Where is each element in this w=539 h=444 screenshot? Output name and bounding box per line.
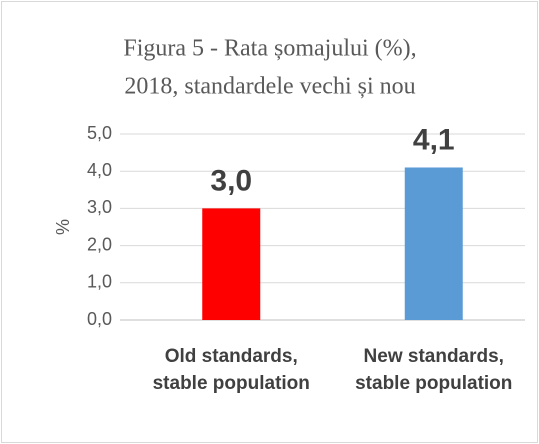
y-tick-label: 5,0: [87, 123, 112, 143]
x-tick-label: New standards, stable population: [355, 346, 513, 394]
y-tick-label: 1,0: [87, 272, 112, 292]
bar: [404, 167, 463, 320]
bar: [202, 208, 261, 320]
y-tick-label: 0,0: [87, 309, 112, 329]
y-tick-label: 2,0: [87, 234, 112, 254]
data-label: 4,1: [413, 123, 455, 156]
y-axis-label: %: [53, 219, 73, 235]
chart-title: 2018, standardele vechi și nou: [124, 74, 415, 100]
data-label: 3,0: [210, 164, 252, 197]
y-tick-label: 4,0: [87, 160, 112, 180]
y-tick-label: 3,0: [87, 197, 112, 217]
chart-title: Figura 5 - Rata șomajului (%),: [123, 36, 416, 62]
x-tick-label: Old standards, stable population: [152, 346, 310, 394]
